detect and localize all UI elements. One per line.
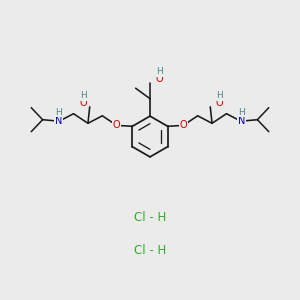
Text: H: H (156, 67, 163, 76)
Text: N: N (55, 116, 62, 126)
Text: H: H (238, 108, 245, 117)
Text: O: O (179, 120, 187, 130)
Text: O: O (79, 98, 87, 108)
Text: H: H (216, 91, 223, 100)
Text: Cl - H: Cl - H (134, 244, 166, 257)
Text: O: O (156, 74, 164, 85)
Text: O: O (113, 120, 121, 130)
Text: H: H (80, 91, 86, 100)
Text: H: H (55, 108, 62, 117)
Text: N: N (238, 116, 245, 126)
Text: Cl - H: Cl - H (134, 211, 166, 224)
Text: O: O (215, 98, 223, 108)
